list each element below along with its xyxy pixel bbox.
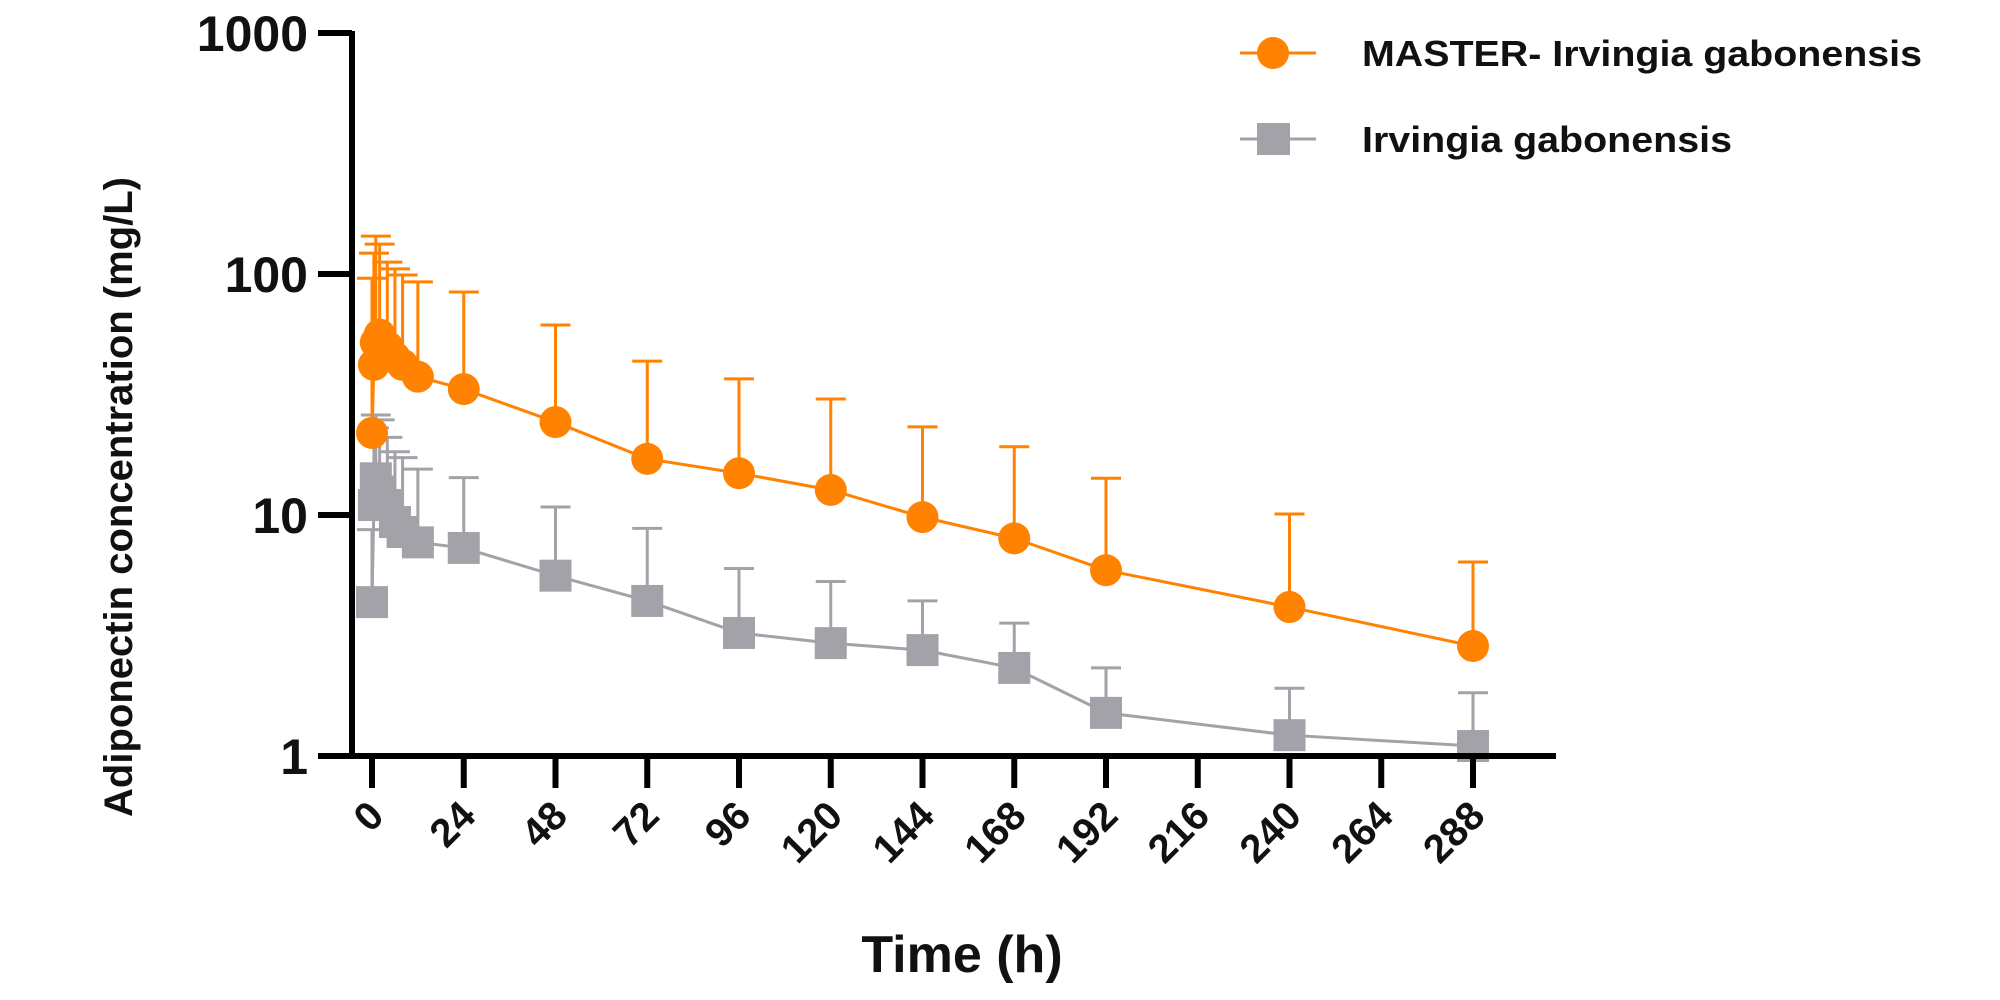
series-layer bbox=[356, 234, 1489, 763]
y-tick-label: 1 bbox=[280, 729, 308, 785]
x-tick-label: 240 bbox=[1232, 793, 1310, 871]
data-point bbox=[1273, 719, 1306, 752]
y-tick-label: 10 bbox=[252, 488, 308, 544]
data-point bbox=[631, 442, 664, 475]
data-point bbox=[1090, 696, 1122, 729]
legend-marker-square-icon bbox=[1257, 123, 1290, 155]
data-point bbox=[447, 531, 480, 564]
data-point bbox=[1273, 591, 1306, 624]
y-ticks: 1 10 100 1000 bbox=[197, 6, 352, 785]
legend-label-irvingia: Irvingia gabonensis bbox=[1362, 119, 1732, 160]
data-point bbox=[447, 373, 480, 406]
legend-marker-circle-icon bbox=[1257, 37, 1289, 69]
data-point bbox=[401, 360, 434, 393]
data-point bbox=[356, 416, 388, 449]
x-tick-label: 168 bbox=[956, 793, 1034, 871]
x-axis-title: Time (h) bbox=[861, 926, 1062, 984]
x-tick-label: 24 bbox=[422, 793, 485, 856]
series-master-irvingia bbox=[356, 234, 1489, 663]
data-point bbox=[539, 559, 572, 592]
data-point bbox=[631, 584, 664, 617]
x-tick-label: 264 bbox=[1323, 793, 1402, 872]
data-point bbox=[1457, 630, 1489, 663]
legend: MASTER- Irvingia gabonensis Irvingia gab… bbox=[1240, 33, 1922, 160]
x-tick-label: 288 bbox=[1415, 793, 1493, 871]
data-point bbox=[723, 457, 755, 490]
x-tick-label: 216 bbox=[1140, 793, 1218, 871]
data-point bbox=[401, 526, 434, 559]
x-tick-label: 144 bbox=[865, 793, 944, 872]
data-point bbox=[814, 473, 847, 506]
data-point bbox=[1090, 554, 1122, 587]
x-ticks: 0 24 48 72 96 120 144 168 192 216 240 264 288 bbox=[346, 756, 1493, 872]
legend-item-irvingia: Irvingia gabonensis bbox=[1240, 119, 1732, 160]
data-point bbox=[539, 406, 572, 439]
y-tick-label: 100 bbox=[225, 247, 308, 303]
data-point bbox=[723, 616, 755, 649]
data-point bbox=[356, 586, 388, 619]
legend-item-master: MASTER- Irvingia gabonensis bbox=[1240, 33, 1922, 74]
x-tick-label: 120 bbox=[773, 793, 851, 871]
x-tick-label: 0 bbox=[346, 793, 393, 840]
y-tick-label: 1000 bbox=[197, 6, 308, 62]
x-tick-label: 72 bbox=[605, 793, 668, 856]
y-axis-title: Adiponectin concentration (mg/L) bbox=[97, 177, 141, 817]
data-point bbox=[906, 501, 939, 534]
data-point bbox=[998, 522, 1031, 555]
data-point bbox=[998, 651, 1031, 684]
axes bbox=[349, 31, 1556, 759]
data-point bbox=[814, 627, 847, 660]
x-tick-label: 48 bbox=[513, 793, 576, 856]
data-point bbox=[906, 634, 939, 667]
legend-label-master: MASTER- Irvingia gabonensis bbox=[1362, 33, 1922, 74]
series-irvingia bbox=[356, 413, 1489, 763]
x-tick-label: 192 bbox=[1048, 793, 1126, 871]
x-tick-label: 96 bbox=[697, 793, 760, 856]
